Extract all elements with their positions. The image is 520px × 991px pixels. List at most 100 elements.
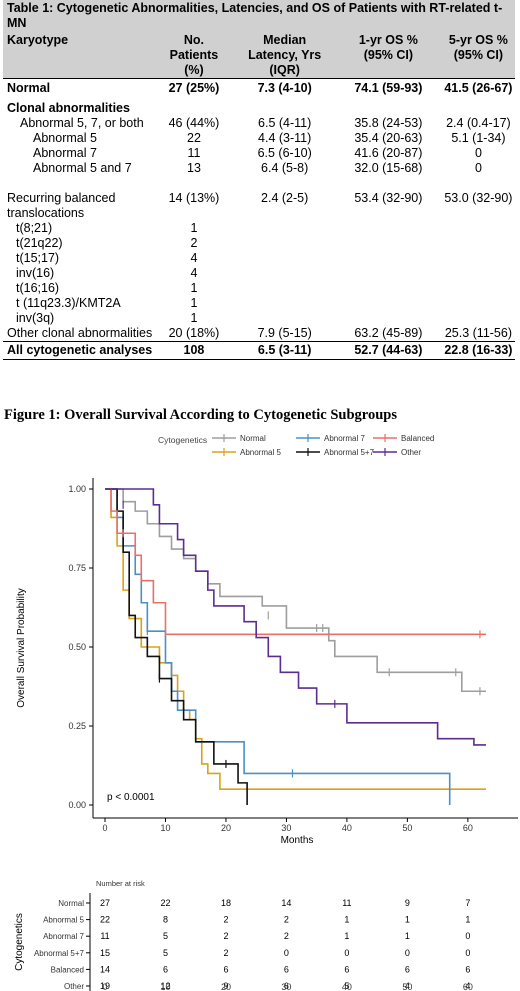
table-cell: 4.4 (3-11) [258, 131, 312, 145]
row-label: Other clonal abnormalities [7, 326, 153, 340]
series-line-other [105, 488, 486, 746]
table-cell: 1 [190, 296, 198, 310]
risk-row-label: Balanced [51, 965, 84, 974]
row-label: inv(16) [16, 266, 55, 280]
column-header-line: 1-yr OS % [358, 33, 418, 47]
table-cell [230, 251, 335, 266]
table-row: All cytogenetic analyses 108 6.5 (3-11) 52.… [3, 341, 515, 360]
risk-value: 11 [342, 898, 351, 908]
table-cell: 52.7 (44-63) [334, 341, 438, 360]
column-header-line: Karyotype [7, 33, 69, 47]
table-cell: 41.6 (20-87) [354, 146, 423, 160]
row-label [3, 176, 154, 191]
risk-value: 1 [344, 915, 349, 925]
x-tick-label: 60 [463, 823, 473, 833]
table-cell: 6.5 (6-10) [257, 146, 312, 160]
risk-value: 22 [160, 898, 170, 908]
table-cell [438, 221, 515, 236]
table-cell: 20 (18%) [168, 326, 220, 340]
column-header: 1-yr OS % (95% CI) [334, 33, 438, 79]
risk-x-tick-label: 30 [281, 982, 291, 991]
figure-title: Figure 1: Overall Survival According to … [4, 407, 397, 423]
x-axis-label: Months [281, 835, 314, 846]
row-label: Abnormal 5 and 7 [33, 161, 132, 175]
risk-value: 5 [344, 981, 349, 991]
table-cell [230, 236, 335, 251]
table-cell [438, 251, 515, 266]
row-label: t (11q23.3)/KMT2A [16, 296, 121, 310]
table-cell: 13 [187, 161, 201, 175]
row-label: t(21q22) [16, 236, 63, 250]
risk-value: 0 [344, 948, 349, 958]
table-row: t(15;17) 4 [3, 251, 515, 266]
legend-label: Abnormal 7 [324, 434, 365, 443]
risk-value: 6 [344, 964, 349, 974]
legend-title: Cytogenetics [158, 435, 207, 445]
table-cell: 1 [190, 221, 198, 235]
y-axis-label: Overall Survival Probability [16, 588, 27, 708]
row-label: Normal [3, 78, 154, 99]
risk-row-label: Abnormal 7 [43, 932, 84, 941]
table-row: Abnormal 5 22 4.4 (3-11) 35.4 (20-63) 5.1 (1… [3, 131, 515, 146]
table-cell [335, 221, 438, 236]
table-row: t(21q22) 2 [3, 236, 515, 251]
risk-value: 2 [223, 931, 228, 941]
x-tick-label: 30 [281, 823, 291, 833]
table-cell [438, 296, 515, 311]
table-cell: 108 [153, 341, 231, 360]
x-tick-label: 20 [221, 823, 231, 833]
column-header-line: (95% CI) [363, 48, 414, 62]
table-cell: 6.5 (3-11) [230, 341, 335, 360]
table-title: Table 1: Cytogenetic Abnormalities, Late… [3, 0, 515, 33]
table-cell [230, 296, 335, 311]
x-tick-label: 10 [160, 823, 170, 833]
risk-value: 0 [465, 948, 470, 958]
column-header-line: (95% CI) [453, 48, 504, 62]
risk-row-label: Abnormal 5 [43, 916, 84, 925]
table-cell [335, 99, 438, 116]
risk-value: 1 [405, 915, 410, 925]
risk-x-tick-label: 40 [342, 982, 352, 991]
table-row: inv(16) 4 [3, 266, 515, 281]
x-tick-label: 50 [402, 823, 412, 833]
table-cell [154, 176, 231, 191]
table-cell: 22.8 (16-33) [437, 341, 515, 360]
risk-value: 6 [284, 981, 289, 991]
table-cell [438, 176, 515, 191]
y-tick-label: 0.50 [68, 642, 86, 652]
row-label: Abnormal 7 [33, 146, 97, 160]
risk-value: 4 [465, 981, 470, 991]
table-cell [335, 296, 438, 311]
table-cell: 2.4 (0.4-17) [446, 116, 511, 130]
table-cell: 4 [190, 266, 198, 280]
risk-y-label: Cytogenetics [14, 913, 25, 971]
risk-value: 8 [163, 915, 168, 925]
column-header: 5-yr OS % (95% CI) [437, 33, 515, 79]
legend-label: Abnormal 5+7 [324, 448, 375, 457]
table-cell: 25.3 (11-56) [444, 326, 512, 340]
risk-x-tick-label: 60 [463, 982, 473, 991]
y-tick-label: 0.25 [68, 721, 86, 731]
risk-value: 6 [465, 964, 470, 974]
table-cell: 53.4 (32-90) [354, 191, 423, 205]
series-line-abnormal-7 [105, 488, 451, 805]
table-cell [230, 266, 335, 281]
table-row: Abnormal 5 and 7 13 6.4 (5-8) 32.0 (15-68) 0 [3, 161, 515, 176]
risk-row-label: Normal [58, 899, 84, 908]
table-row [3, 176, 515, 191]
data-table: Table 1: Cytogenetic Abnormalities, Late… [3, 0, 515, 360]
row-label: Recurring balanced translocations [7, 191, 116, 220]
risk-value: 9 [405, 898, 410, 908]
row-label: t(16;16) [16, 281, 60, 295]
table-cell: 74.1 (59-93) [334, 78, 438, 99]
risk-value: 22 [100, 915, 110, 925]
table-row: t (11q23.3)/KMT2A 1 [3, 296, 515, 311]
table-cell: 2.4 (2-5) [261, 191, 309, 205]
table-cell [335, 266, 438, 281]
series-line-balanced [105, 488, 486, 636]
table-cell: 0 [474, 146, 482, 160]
risk-table-title: Number at risk [96, 879, 145, 888]
table-cell: 0 [474, 161, 482, 175]
legend-label: Other [401, 448, 421, 457]
y-tick-label: 0.00 [68, 800, 86, 810]
